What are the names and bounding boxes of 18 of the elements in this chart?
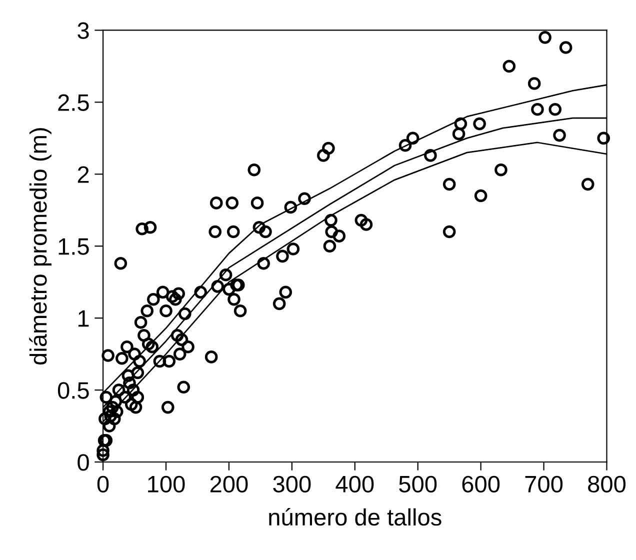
y-tick-label: 0 — [78, 454, 89, 471]
y-tick-label: 2.5 — [58, 94, 89, 111]
y-tick-label: 1 — [78, 310, 89, 327]
y-tick-label: 3 — [78, 22, 89, 40]
y-axis-title: diámetro promedio (m) — [29, 128, 52, 365]
x-tick-label: 700 — [525, 476, 563, 493]
y-tick-label: 0.5 — [58, 382, 89, 399]
x-axis-title: número de tallos — [269, 508, 442, 526]
y-tick-label: 1.5 — [58, 238, 89, 255]
x-tick-label: 0 — [97, 476, 109, 493]
x-tick-label: 500 — [399, 476, 437, 493]
y-tick-label: 2 — [78, 166, 89, 183]
x-tick-label: 600 — [462, 476, 500, 493]
x-tick-label: 400 — [336, 476, 374, 493]
x-tick-label: 800 — [588, 476, 626, 493]
x-tick-label: 100 — [148, 476, 185, 493]
x-tick-label: 300 — [273, 476, 311, 493]
x-tick-label: 200 — [210, 476, 248, 493]
